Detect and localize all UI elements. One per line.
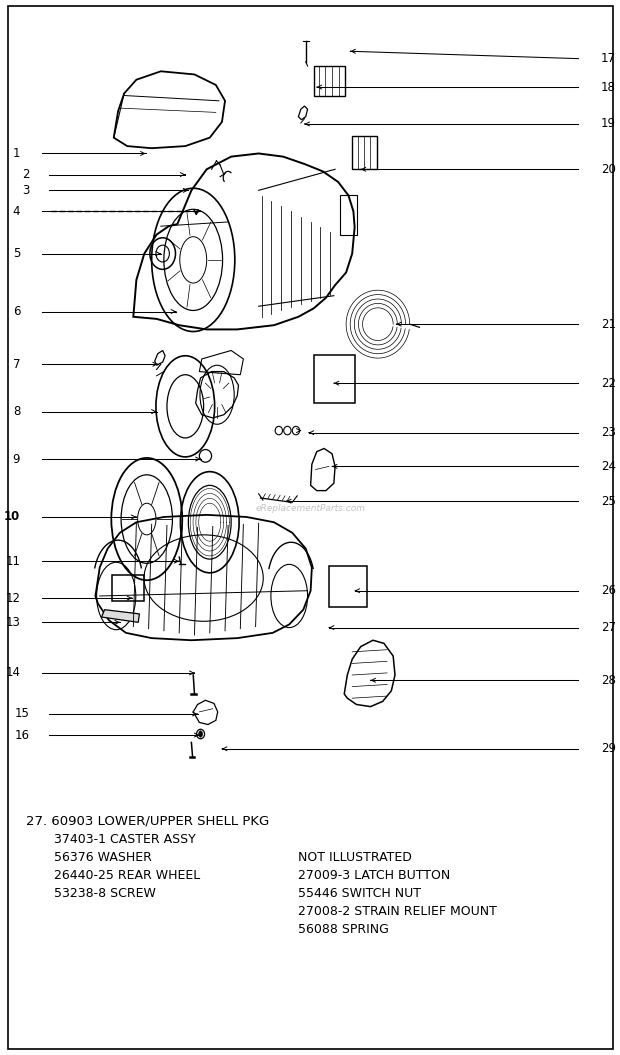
- Text: 28: 28: [601, 674, 616, 687]
- Text: 26: 26: [601, 584, 616, 597]
- Text: 14: 14: [5, 667, 20, 679]
- Text: 23: 23: [601, 426, 616, 439]
- Text: 8: 8: [13, 405, 20, 418]
- Text: 27009-3 LATCH BUTTON: 27009-3 LATCH BUTTON: [298, 869, 451, 882]
- Text: 56376 WASHER: 56376 WASHER: [54, 851, 152, 864]
- Text: 27: 27: [601, 621, 616, 634]
- Text: 20: 20: [601, 162, 616, 176]
- Text: 29: 29: [601, 743, 616, 755]
- Text: 53238-8 SCREW: 53238-8 SCREW: [54, 887, 156, 900]
- Text: 1: 1: [13, 147, 20, 160]
- Bar: [329, 567, 367, 607]
- Bar: [352, 135, 377, 169]
- Text: 9: 9: [13, 453, 20, 465]
- Text: 3: 3: [22, 184, 29, 197]
- Text: 5: 5: [13, 247, 20, 261]
- Text: 37403-1 CASTER ASSY: 37403-1 CASTER ASSY: [54, 833, 195, 846]
- Text: 27. 60903 LOWER/UPPER SHELL PKG: 27. 60903 LOWER/UPPER SHELL PKG: [26, 814, 270, 827]
- Text: 7: 7: [13, 358, 20, 370]
- Text: 21: 21: [601, 318, 616, 330]
- Bar: [314, 66, 345, 96]
- Text: 55446 SWITCH NUT: 55446 SWITCH NUT: [298, 887, 422, 900]
- Text: 13: 13: [6, 616, 20, 629]
- Text: 25: 25: [601, 495, 616, 507]
- Text: 12: 12: [5, 592, 20, 605]
- Text: 24: 24: [601, 460, 616, 473]
- Text: 22: 22: [601, 377, 616, 389]
- Text: 6: 6: [13, 305, 20, 318]
- Bar: [314, 354, 355, 403]
- Text: 18: 18: [601, 80, 616, 94]
- Text: 26440-25 REAR WHEEL: 26440-25 REAR WHEEL: [54, 869, 200, 882]
- Text: 19: 19: [601, 117, 616, 131]
- Circle shape: [199, 731, 202, 737]
- Text: 11: 11: [5, 555, 20, 568]
- Text: 17: 17: [601, 52, 616, 65]
- Bar: [112, 575, 144, 601]
- Polygon shape: [102, 610, 140, 622]
- Text: eReplacementParts.com: eReplacementParts.com: [255, 504, 366, 513]
- Text: 4: 4: [13, 205, 20, 218]
- Text: 16: 16: [14, 729, 29, 742]
- Text: NOT ILLUSTRATED: NOT ILLUSTRATED: [298, 851, 412, 864]
- Text: 2: 2: [22, 168, 29, 181]
- Text: 15: 15: [14, 708, 29, 721]
- Text: 56088 SPRING: 56088 SPRING: [298, 923, 389, 936]
- Text: 10: 10: [4, 511, 20, 523]
- Text: 27008-2 STRAIN RELIEF MOUNT: 27008-2 STRAIN RELIEF MOUNT: [298, 905, 497, 918]
- Bar: [340, 194, 357, 234]
